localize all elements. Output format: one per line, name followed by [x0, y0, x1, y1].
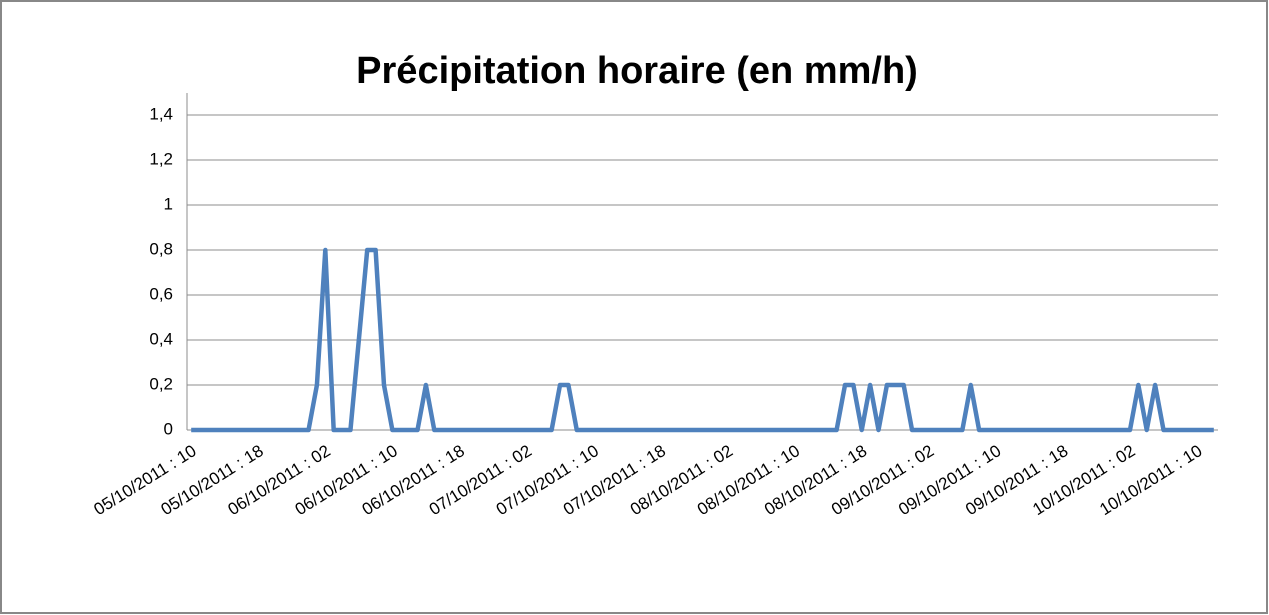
y-tick-label: 1: [164, 194, 173, 213]
y-tick-label: 0,4: [149, 329, 173, 348]
data-line: [191, 247, 1214, 433]
y-tick-label: 0,6: [149, 284, 173, 303]
y-tick-label: 1,4: [149, 104, 173, 123]
y-tick-label: 1,2: [149, 149, 173, 168]
y-tick-label: 0,2: [149, 374, 173, 393]
y-tick-label: 0,8: [149, 239, 173, 258]
chart-title: Précipitation horaire (en mm/h): [356, 50, 918, 92]
y-tick-label: 0: [164, 419, 173, 438]
